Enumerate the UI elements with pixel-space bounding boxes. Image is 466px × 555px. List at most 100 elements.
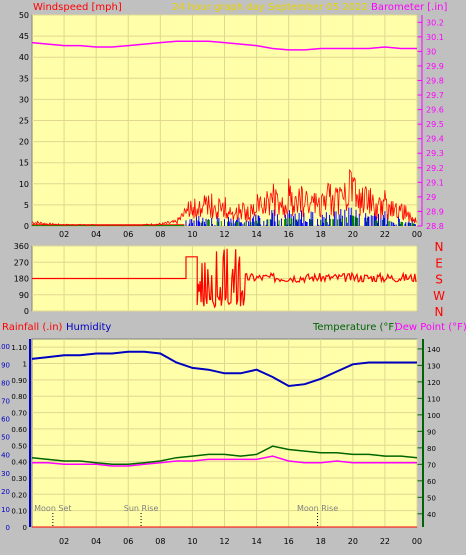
wind-x-tick-label: 00 — [412, 230, 422, 239]
humidity-y-tick-label: 50 — [1, 434, 10, 442]
temperature-y-tick-label: 70 — [427, 461, 436, 469]
climate-x-tick-label: 06 — [123, 537, 133, 546]
humidity-y-tick-label: 100 — [0, 343, 10, 351]
compass-label: E — [435, 256, 443, 270]
rainfall-y-tick-label: 1 — [23, 361, 27, 369]
compass-label: S — [435, 273, 443, 287]
climate-x-tick-label: 00 — [412, 537, 422, 546]
direction-y-tick-label: 180 — [14, 275, 29, 284]
temperature-y-tick-label: 80 — [427, 445, 436, 453]
wind-x-tick-label: 02 — [59, 230, 69, 239]
wind-direction-series-line — [32, 248, 417, 309]
wind-x-tick-label: 20 — [348, 230, 358, 239]
event-label: Sun Rise — [124, 504, 159, 513]
rainfall-y-tick-label: 0.20 — [11, 491, 27, 499]
humidity-y-tick-label: 60 — [1, 416, 10, 424]
temperature-axis-title: Temperature (°F) — [312, 322, 398, 333]
humidity-y-tick-label: 80 — [1, 379, 10, 387]
barometer-y-tick-label: 29.4 — [426, 135, 444, 144]
temperature-y-tick-label: 140 — [427, 346, 440, 354]
barometer-y-tick-label: 29 — [426, 193, 436, 202]
graph-title: 24 hour graph day September 05 2022 — [172, 2, 368, 13]
temperature-y-tick-label: 100 — [427, 412, 440, 420]
event-label: Moon Set — [34, 504, 71, 513]
compass-label: N — [435, 240, 444, 254]
temperature-y-tick-label: 130 — [427, 362, 440, 370]
direction-y-tick-label: 360 — [14, 242, 29, 251]
climate-x-tick-label: 22 — [380, 537, 390, 546]
climate-x-tick-label: 20 — [348, 537, 358, 546]
wind-x-tick-label: 10 — [187, 230, 197, 239]
wind-x-tick-label: 04 — [91, 230, 101, 239]
barometer-y-tick-label: 29.5 — [426, 120, 444, 129]
climate-x-tick-label: 18 — [316, 537, 326, 546]
event-label: Moon Rise — [297, 504, 338, 513]
windspeed-axis-title: Windspeed [mph] — [33, 2, 122, 13]
wind-y-tick-label: 20 — [19, 138, 29, 147]
temperature-y-tick-label: 90 — [427, 428, 436, 436]
temperature-series-line — [31, 445, 418, 466]
wind-x-tick-label: 06 — [123, 230, 133, 239]
wind-y-tick-label: 35 — [19, 74, 29, 83]
barometer-y-tick-label: 29.7 — [426, 91, 444, 100]
wind-x-tick-label: 12 — [219, 230, 229, 239]
wind-y-tick-label: 10 — [19, 180, 29, 189]
rainfall-axis-title: Rainfall (.in) — [2, 322, 63, 333]
wind-x-tick-label: 14 — [251, 230, 261, 239]
rainfall-y-tick-label: 0.50 — [11, 442, 27, 450]
rainfall-y-tick-label: 0.60 — [11, 426, 27, 434]
barometer-y-tick-label: 28.9 — [426, 207, 444, 216]
wind-x-tick-label: 08 — [155, 230, 165, 239]
dewpoint-axis-title: Dew Point (°F) — [395, 322, 466, 333]
wind-y-tick-label: 5 — [24, 201, 29, 210]
barometer-y-tick-label: 30.1 — [426, 33, 444, 42]
direction-y-tick-label: 0 — [24, 307, 29, 316]
rainfall-y-tick-label: 0 — [23, 524, 27, 532]
rainfall-y-tick-label: 1.10 — [11, 344, 27, 352]
barometer-y-tick-label: 30.2 — [426, 18, 444, 27]
rainfall-y-tick-label: 0.90 — [11, 377, 27, 385]
barometer-y-tick-label: 29.3 — [426, 149, 444, 158]
wind-y-tick-label: 40 — [19, 53, 29, 62]
barometer-y-tick-label: 29.9 — [426, 62, 444, 71]
temperature-y-tick-label: 110 — [427, 395, 440, 403]
direction-y-tick-label: 90 — [19, 291, 29, 300]
wind-y-tick-label: 45 — [19, 32, 29, 41]
temperature-y-tick-label: 120 — [427, 379, 440, 387]
barometer-y-tick-label: 29.1 — [426, 178, 444, 187]
barometer-y-tick-label: 28.8 — [426, 222, 444, 231]
compass-label: W — [433, 289, 445, 303]
rainfall-y-tick-label: 0.70 — [11, 410, 27, 418]
climate-x-tick-label: 10 — [187, 537, 197, 546]
barometer-y-tick-label: 30 — [426, 47, 436, 56]
climate-x-tick-label: 08 — [155, 537, 165, 546]
climate-x-tick-label: 04 — [91, 537, 101, 546]
rainfall-y-tick-label: 0.80 — [11, 393, 27, 401]
humidity-axis-title: Humidity — [66, 322, 111, 333]
climate-x-tick-label: 12 — [219, 537, 229, 546]
climate-x-tick-label: 14 — [251, 537, 261, 546]
wind-x-tick-label: 22 — [380, 230, 390, 239]
climate-x-tick-label: 02 — [59, 537, 69, 546]
compass-label: N — [435, 305, 444, 319]
humidity-y-tick-label: 0 — [6, 524, 10, 532]
windspeed-series-line — [31, 169, 417, 227]
barometer-series-line — [31, 40, 417, 51]
wind-y-tick-label: 15 — [19, 159, 29, 168]
wind-y-tick-label: 0 — [24, 222, 29, 231]
temperature-y-tick-label: 60 — [427, 478, 436, 486]
wind-y-tick-label: 25 — [19, 117, 29, 126]
humidity-series-line — [31, 350, 417, 388]
wind-x-tick-label: 16 — [284, 230, 294, 239]
humidity-y-tick-label: 90 — [1, 361, 10, 369]
humidity-y-tick-label: 30 — [1, 470, 10, 478]
humidity-y-tick-label: 40 — [1, 452, 10, 460]
barometer-y-tick-label: 29.8 — [426, 76, 444, 85]
humidity-y-tick-label: 10 — [1, 506, 10, 514]
rainfall-y-tick-label: 0.10 — [11, 508, 27, 516]
dewpoint-series-line — [32, 455, 417, 467]
climate-x-tick-label: 16 — [284, 537, 294, 546]
temperature-y-tick-label: 40 — [427, 511, 436, 519]
